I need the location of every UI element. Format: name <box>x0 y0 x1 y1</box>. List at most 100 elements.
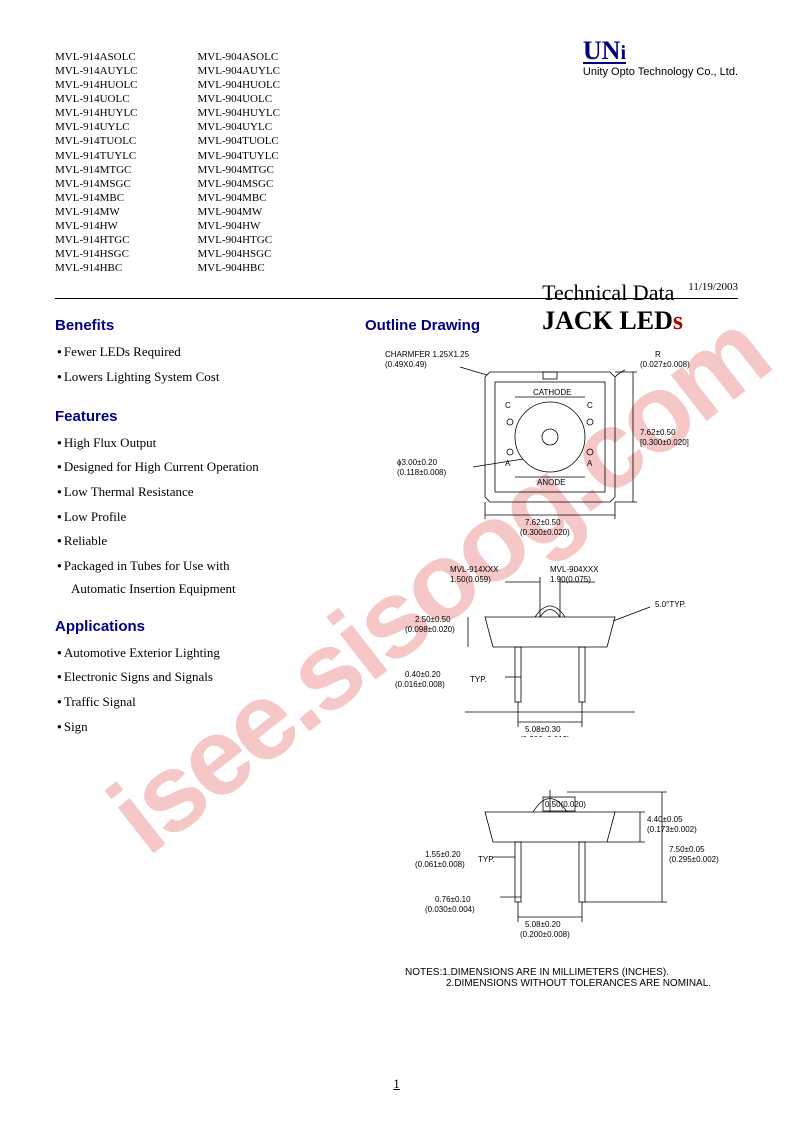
svg-text:ϕ3.00±0.20: ϕ3.00±0.20 <box>397 458 438 467</box>
outline-heading: Outline Drawing <box>365 317 738 334</box>
svg-text:5.08±0.20: 5.08±0.20 <box>525 920 561 929</box>
part-number: MVL-914UYLC <box>55 120 138 134</box>
svg-text:[0.300±0.020]: [0.300±0.020] <box>640 438 689 447</box>
applications-heading: Applications <box>55 618 365 635</box>
part-number: MVL-904MSGC <box>198 177 281 191</box>
list-item: Electronic Signs and Signals <box>57 665 365 690</box>
part-number: MVL-914TUYLC <box>55 149 138 163</box>
svg-text:0.40±0.20: 0.40±0.20 <box>405 670 441 679</box>
part-number: MVL-904UYLC <box>198 120 281 134</box>
outline-drawing-top: CHARMFER 1.25X1.25 (0.49X0.49) R (0.027±… <box>365 337 725 537</box>
part-number: MVL-904MTGC <box>198 163 281 177</box>
part-number: MVL-914HTGC <box>55 233 138 247</box>
svg-text:(0.173±0.002): (0.173±0.002) <box>647 825 697 834</box>
benefits-list: Fewer LEDs RequiredLowers Lighting Syste… <box>55 340 365 389</box>
svg-text:0.50(0.020): 0.50(0.020) <box>545 800 586 809</box>
svg-text:1.50(0.059): 1.50(0.059) <box>450 575 491 584</box>
list-item: Automotive Exterior Lighting <box>57 641 365 666</box>
part-number: MVL-914HSGC <box>55 247 138 261</box>
svg-text:(0.300±0.020): (0.300±0.020) <box>520 528 570 537</box>
features-heading: Features <box>55 408 365 425</box>
part-number: MVL-904HBC <box>198 261 281 275</box>
svg-text:4.40±0.05: 4.40±0.05 <box>647 815 683 824</box>
svg-text:(0.098±0.020): (0.098±0.020) <box>405 625 455 634</box>
doc-date: 11/19/2003 <box>688 281 738 293</box>
title-line1: Technical Data <box>542 280 683 306</box>
part-number: MVL-904MW <box>198 205 281 219</box>
svg-text:(0.200±0.008): (0.200±0.008) <box>520 930 570 939</box>
svg-text:(0.200±0.012): (0.200±0.012) <box>520 735 570 737</box>
part-number: MVL-914AUYLC <box>55 64 138 78</box>
svg-text:(0.016±0.008): (0.016±0.008) <box>395 680 445 689</box>
part-number: MVL-904UOLC <box>198 92 281 106</box>
part-number: MVL-914MTGC <box>55 163 138 177</box>
svg-text:CHARMFER 1.25X1.25: CHARMFER 1.25X1.25 <box>385 350 470 359</box>
part-number: MVL-914TUOLC <box>55 134 138 148</box>
list-item: Lowers Lighting System Cost <box>57 365 365 390</box>
svg-text:5.0°TYP.: 5.0°TYP. <box>655 600 686 609</box>
company-logo: UNi <box>583 40 626 64</box>
svg-text:1.55±0.20: 1.55±0.20 <box>425 850 461 859</box>
part-number: MVL-904HUOLC <box>198 78 281 92</box>
svg-text:C: C <box>505 401 511 410</box>
svg-text:TYP.: TYP. <box>470 675 487 684</box>
benefits-heading: Benefits <box>55 317 365 334</box>
svg-text:R: R <box>655 350 661 359</box>
svg-text:0.76±0.10: 0.76±0.10 <box>435 895 471 904</box>
part-number-list: MVL-914ASOLCMVL-914AUYLCMVL-914HUOLCMVL-… <box>55 50 738 275</box>
svg-text:CATHODE: CATHODE <box>533 388 572 397</box>
list-item: Fewer LEDs Required <box>57 340 365 365</box>
part-number: MVL-914MSGC <box>55 177 138 191</box>
list-item: Packaged in Tubes for Use withAutomatic … <box>57 554 365 599</box>
list-item: Low Profile <box>57 505 365 530</box>
part-number: MVL-904TUYLC <box>198 149 281 163</box>
part-number: MVL-914HW <box>55 219 138 233</box>
part-number: MVL-904TUOLC <box>198 134 281 148</box>
svg-text:(0.295±0.002): (0.295±0.002) <box>669 855 719 864</box>
part-number: MVL-914UOLC <box>55 92 138 106</box>
part-number: MVL-914ASOLC <box>55 50 138 64</box>
part-number: MVL-904HW <box>198 219 281 233</box>
svg-text:2.50±0.50: 2.50±0.50 <box>415 615 451 624</box>
svg-text:ANODE: ANODE <box>537 478 565 487</box>
svg-text:MVL-904XXX: MVL-904XXX <box>550 565 599 574</box>
svg-text:C: C <box>587 401 593 410</box>
drawing-notes: NOTES:1.DIMENSIONS ARE IN MILLIMETERS (I… <box>405 967 711 989</box>
part-number: MVL-904HUYLC <box>198 106 281 120</box>
svg-text:MVL-914XXX: MVL-914XXX <box>450 565 499 574</box>
features-list: High Flux OutputDesigned for High Curren… <box>55 431 365 600</box>
list-item: Designed for High Current Operation <box>57 455 365 480</box>
part-number: MVL-904AUYLC <box>198 64 281 78</box>
svg-text:(0.118±0.008): (0.118±0.008) <box>397 468 447 477</box>
list-item: Traffic Signal <box>57 690 365 715</box>
list-item: Low Thermal Resistance <box>57 480 365 505</box>
svg-text:(0.061±0.008): (0.061±0.008) <box>415 860 465 869</box>
part-number: MVL-914MW <box>55 205 138 219</box>
part-number: MVL-914HUYLC <box>55 106 138 120</box>
logo-block: UNi Unity Opto Technology Co., Ltd. <box>583 40 738 78</box>
svg-text:A: A <box>587 459 593 468</box>
part-number: MVL-904MBC <box>198 191 281 205</box>
svg-text:7.62±0.50: 7.62±0.50 <box>640 428 676 437</box>
svg-text:5.08±0.30: 5.08±0.30 <box>525 725 561 734</box>
list-item: Sign <box>57 715 365 740</box>
svg-text:1.90(0.075): 1.90(0.075) <box>550 575 591 584</box>
part-number: MVL-914MBC <box>55 191 138 205</box>
part-number: MVL-904HSGC <box>198 247 281 261</box>
svg-text:TYP.: TYP. <box>478 855 495 864</box>
svg-text:7.62±0.50: 7.62±0.50 <box>525 518 561 527</box>
company-name: Unity Opto Technology Co., Ltd. <box>583 66 738 78</box>
svg-text:(0.49X0.49): (0.49X0.49) <box>385 360 427 369</box>
outline-drawing-side2: 0.50(0.020) 4.40±0.05 (0.173±0.002) 7.50… <box>365 757 725 947</box>
part-number: MVL-914HBC <box>55 261 138 275</box>
part-number: MVL-904ASOLC <box>198 50 281 64</box>
page-number: 1 <box>0 1076 793 1092</box>
svg-text:(0.027±0.008): (0.027±0.008) <box>640 360 690 369</box>
svg-text:(0.030±0.004): (0.030±0.004) <box>425 905 475 914</box>
part-number: MVL-914HUOLC <box>55 78 138 92</box>
svg-text:A: A <box>505 459 511 468</box>
outline-drawing-side: MVL-914XXX 1.50(0.059) MVL-904XXX 1.90(0… <box>365 557 725 737</box>
svg-text:7.50±0.05: 7.50±0.05 <box>669 845 705 854</box>
list-item: Reliable <box>57 529 365 554</box>
applications-list: Automotive Exterior LightingElectronic S… <box>55 641 365 740</box>
